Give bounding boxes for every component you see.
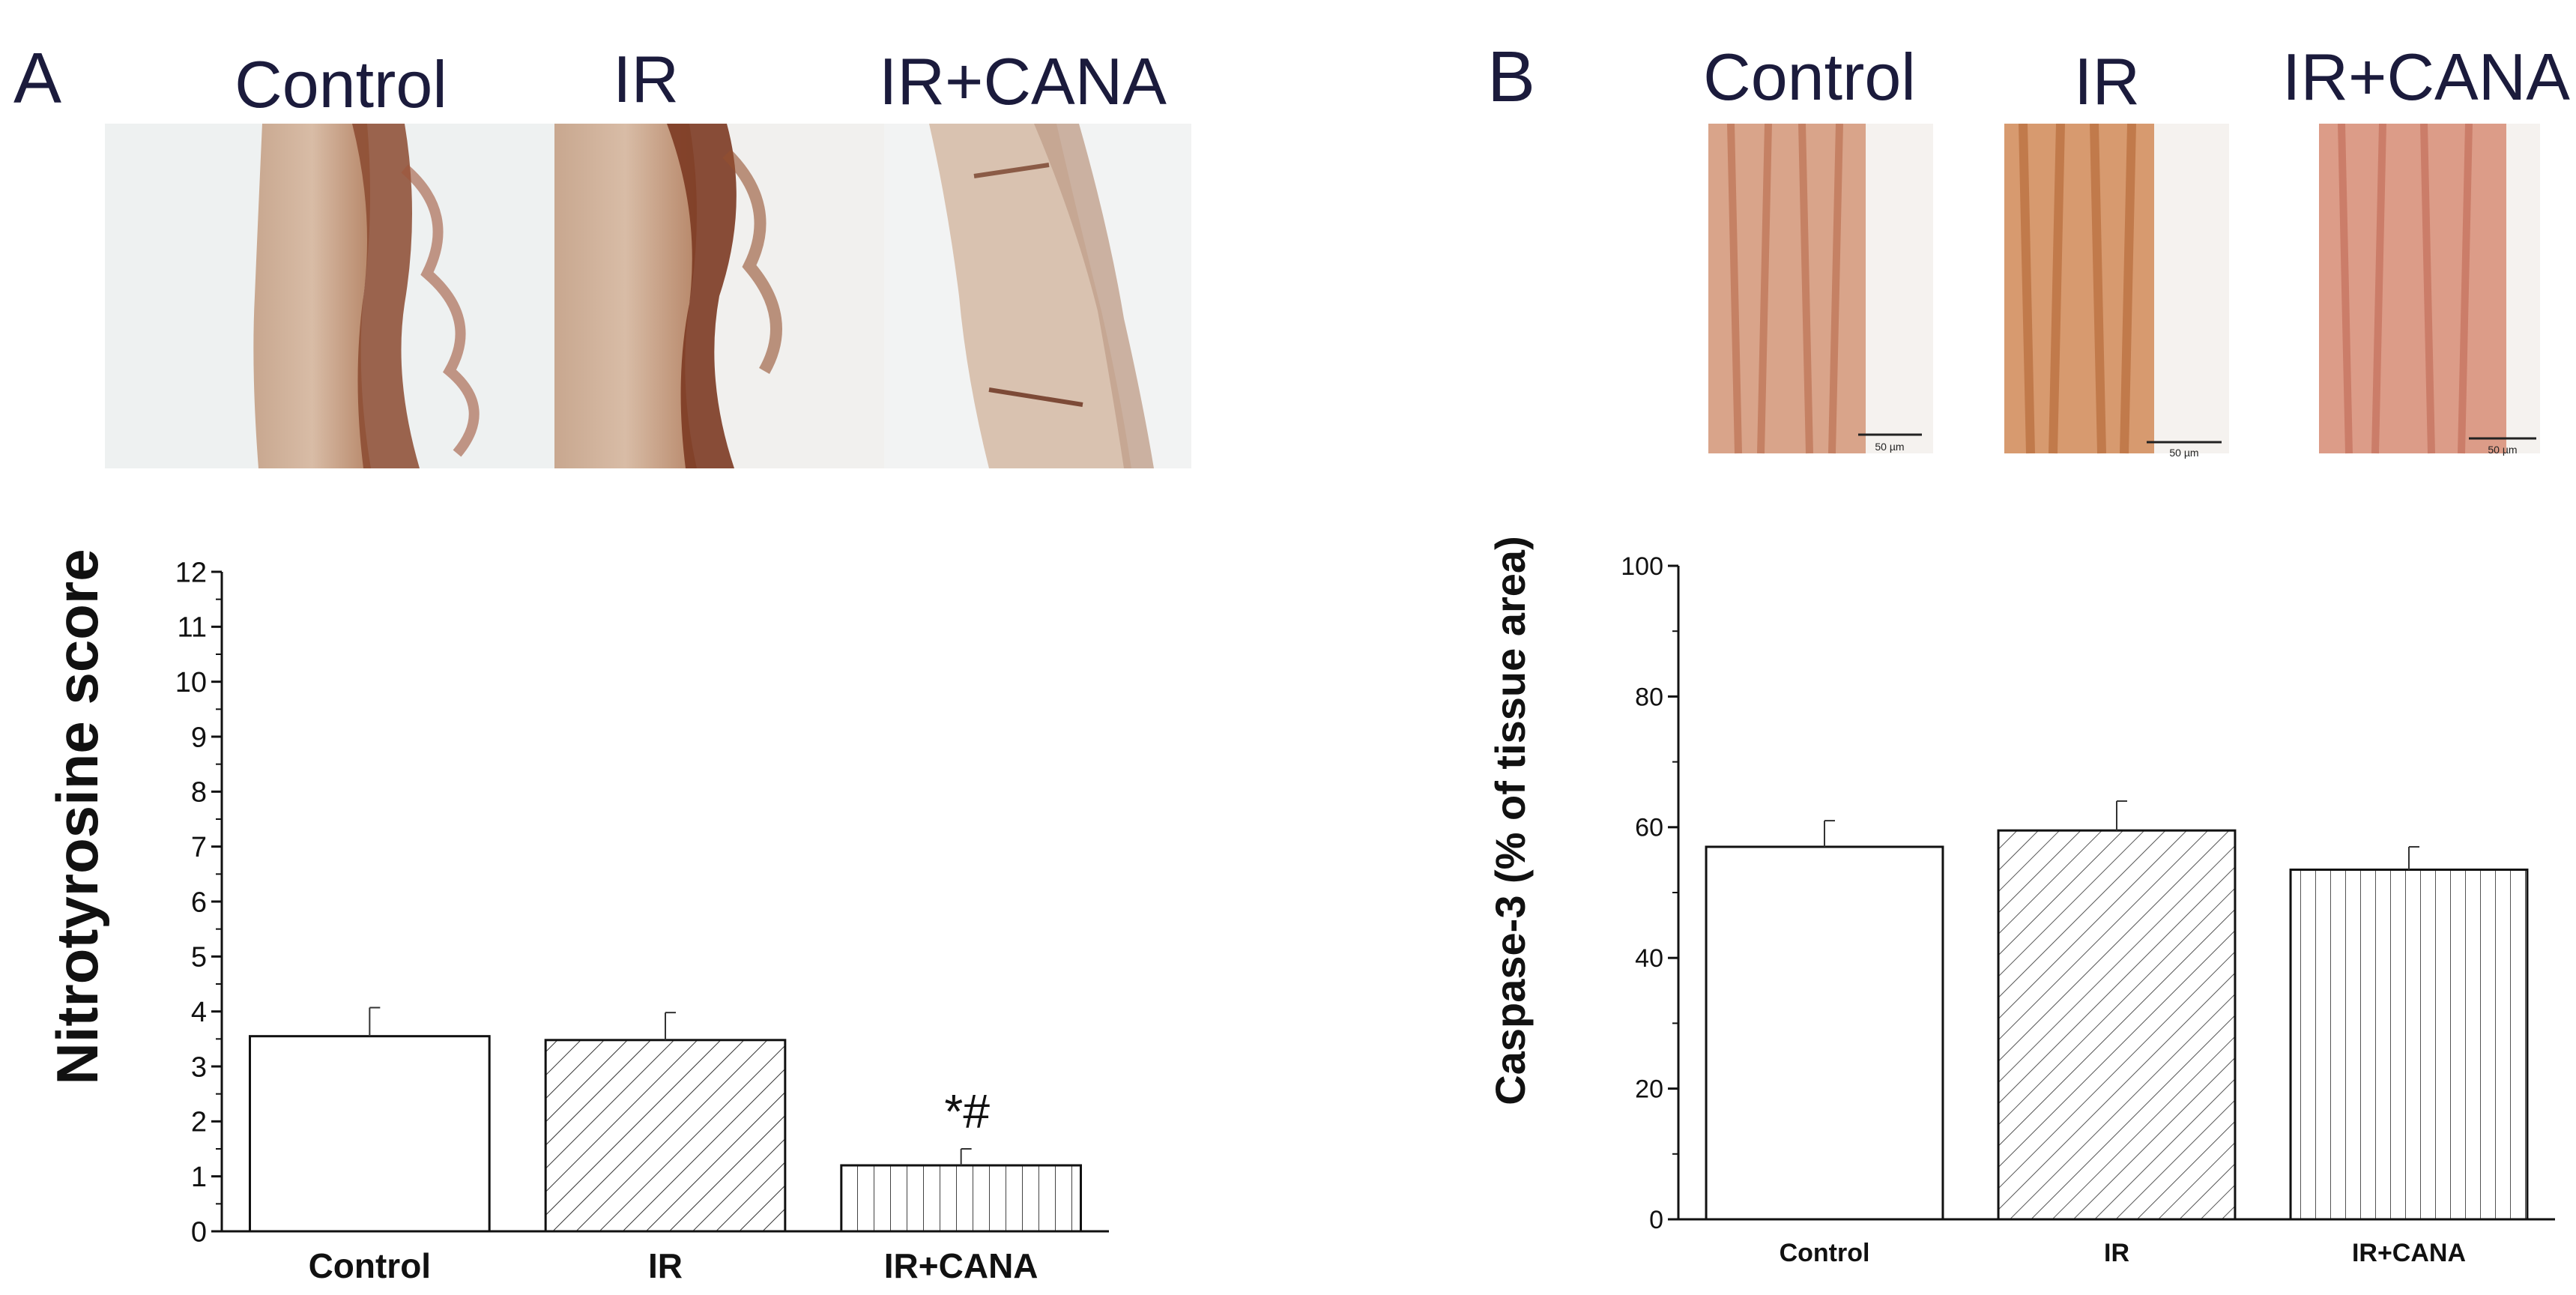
x-category-label: IR xyxy=(648,1246,683,1285)
chart-b: 0 20 40 60 80 100 Control IR IR+CANA Caspase-3 … xyxy=(1487,536,2555,1267)
y-tick-label: 4 xyxy=(191,997,207,1028)
scale-bar-label: 50 µm xyxy=(2169,447,2198,459)
panel-a-micrographs xyxy=(105,124,1191,468)
panel-b-title-control: Control xyxy=(1703,40,1916,114)
micrograph-a-control xyxy=(105,124,554,468)
bar-ir xyxy=(1997,829,2237,1221)
panel-b-micrographs: 50 µm 50 µm 50 µm xyxy=(1708,124,2540,459)
micrograph-b-ir-cana: 50 µm xyxy=(2319,124,2540,456)
y-tick-label: 10 xyxy=(175,667,207,698)
micrograph-b-ir: 50 µm xyxy=(2004,124,2229,459)
chart-b-category-labels: Control IR IR+CANA xyxy=(1780,1239,2466,1267)
y-tick-label: 1 xyxy=(191,1162,207,1193)
y-tick-label: 0 xyxy=(191,1216,207,1248)
panel-a-title-ir-cana: IR+CANA xyxy=(879,44,1167,118)
y-tick-label: 7 xyxy=(191,832,207,863)
scale-bar-label: 50 µm xyxy=(2488,444,2517,456)
y-tick-label: 8 xyxy=(191,777,207,809)
y-tick-label: 5 xyxy=(191,942,207,973)
panel-a-title-control: Control xyxy=(235,47,447,121)
x-category-label: IR+CANA xyxy=(884,1246,1038,1285)
x-category-label: IR xyxy=(2104,1239,2129,1267)
y-tick-label: 3 xyxy=(191,1051,207,1083)
y-tick-label: 12 xyxy=(175,557,207,588)
panel-letter-a: A xyxy=(13,38,62,118)
y-tick-label: 6 xyxy=(191,887,207,918)
chart-a-category-labels: Control IR IR+CANA xyxy=(309,1246,1038,1285)
panel-a-title-ir: IR xyxy=(613,42,679,116)
chart-b-y-axis-label: Caspase-3 (% of tissue area) xyxy=(1487,536,1534,1105)
x-category-label: IR+CANA xyxy=(2352,1239,2466,1267)
bar-ir-cana xyxy=(2289,868,2529,1221)
y-tick-label: 2 xyxy=(191,1107,207,1138)
chart-b-bars xyxy=(1705,800,2529,1221)
chart-a-bars: *# xyxy=(248,1006,1083,1233)
y-tick-label: 100 xyxy=(1621,552,1663,581)
scale-bar-label: 50 µm xyxy=(1875,441,1904,453)
panel-b-title-ir-cana: IR+CANA xyxy=(2282,40,2570,114)
bar-control xyxy=(248,1035,491,1233)
significance-annotation: *# xyxy=(944,1084,990,1138)
y-tick-label: 20 xyxy=(1635,1075,1663,1104)
bar-ir-cana xyxy=(840,1164,1083,1233)
y-tick-label: 80 xyxy=(1635,683,1663,711)
micrograph-b-control: 50 µm xyxy=(1708,124,1933,454)
micrograph-a-ir xyxy=(554,124,884,468)
x-category-label: Control xyxy=(309,1246,432,1285)
panel-b-title-ir: IR xyxy=(2074,44,2140,118)
y-tick-label: 0 xyxy=(1649,1206,1663,1234)
x-category-label: Control xyxy=(1780,1239,1870,1267)
bar-control xyxy=(1705,845,1944,1221)
panel-letter-b: B xyxy=(1487,37,1536,117)
micrograph-a-ir-cana xyxy=(884,124,1191,468)
chart-b-y-ticks: 0 20 40 60 80 100 xyxy=(1621,552,1678,1234)
y-tick-label: 60 xyxy=(1635,814,1663,842)
bar-ir xyxy=(544,1039,787,1233)
y-tick-label: 40 xyxy=(1635,944,1663,973)
chart-a-y-axis-label: Nitrotyrosine score xyxy=(44,549,110,1084)
y-tick-label: 9 xyxy=(191,722,207,753)
y-tick-label: 11 xyxy=(178,612,207,644)
